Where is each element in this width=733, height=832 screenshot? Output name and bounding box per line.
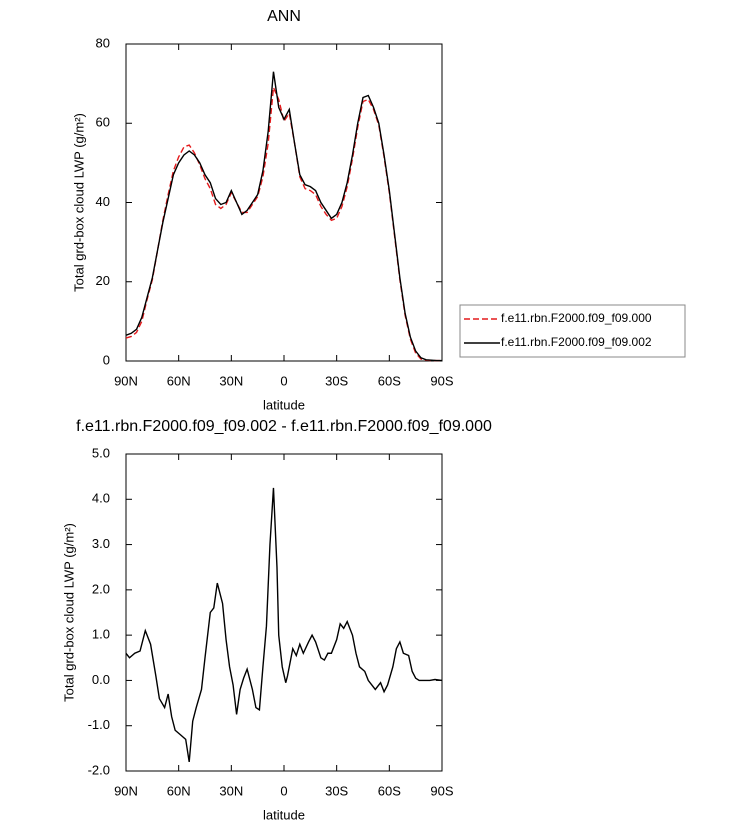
chart-title: ANN: [267, 8, 301, 25]
x-tick-label: 0: [280, 783, 287, 798]
x-tick-label: 90N: [114, 783, 138, 798]
x-tick-label: 60S: [378, 783, 401, 798]
y-axis-label: Total grd-box cloud LWP (g/m²): [71, 113, 86, 292]
x-tick-label: 30S: [325, 373, 348, 388]
y-tick-label: 0.0: [92, 672, 110, 687]
y-axis-label: Total grd-box cloud LWP (g/m²): [61, 523, 76, 702]
data-line: [125, 71, 442, 362]
y-tick-label: 5.0: [92, 445, 110, 460]
y-tick-label: 1.0: [92, 627, 110, 642]
x-tick-label: 60N: [167, 783, 191, 798]
y-tick-label: -2.0: [88, 762, 110, 777]
legend-box: [459, 304, 686, 358]
x-tick-label: 90S: [430, 783, 453, 798]
x-tick-label: 60N: [167, 373, 191, 388]
y-tick-label: 20: [96, 273, 110, 288]
y-tick-label: 3.0: [92, 536, 110, 551]
y-tick-label: 2.0: [92, 581, 110, 596]
x-axis-label: latitude: [263, 397, 305, 412]
chart-title: f.e11.rbn.F2000.f09_f09.002 - f.e11.rbn.…: [76, 418, 492, 435]
x-tick-label: 60S: [378, 373, 401, 388]
legend-label: f.e11.rbn.F2000.f09_f09.000: [501, 311, 652, 325]
y-tick-label: 0: [103, 352, 110, 367]
y-tick-label: 60: [96, 115, 110, 130]
data-line: [125, 84, 442, 362]
y-tick-label: 80: [96, 35, 110, 50]
data-line: [125, 487, 443, 763]
x-tick-label: 90N: [114, 373, 138, 388]
x-axis-label: latitude: [263, 807, 305, 822]
x-tick-label: 30N: [219, 373, 243, 388]
x-tick-label: 0: [280, 373, 287, 388]
legend-label: f.e11.rbn.F2000.f09_f09.002: [501, 335, 652, 349]
x-tick-label: 30S: [325, 783, 348, 798]
y-tick-label: 4.0: [92, 491, 110, 506]
x-tick-label: 30N: [219, 783, 243, 798]
y-tick-label: 40: [96, 194, 110, 209]
x-tick-label: 90S: [430, 373, 453, 388]
plot-frame: [125, 43, 443, 362]
y-tick-label: -1.0: [88, 717, 110, 732]
